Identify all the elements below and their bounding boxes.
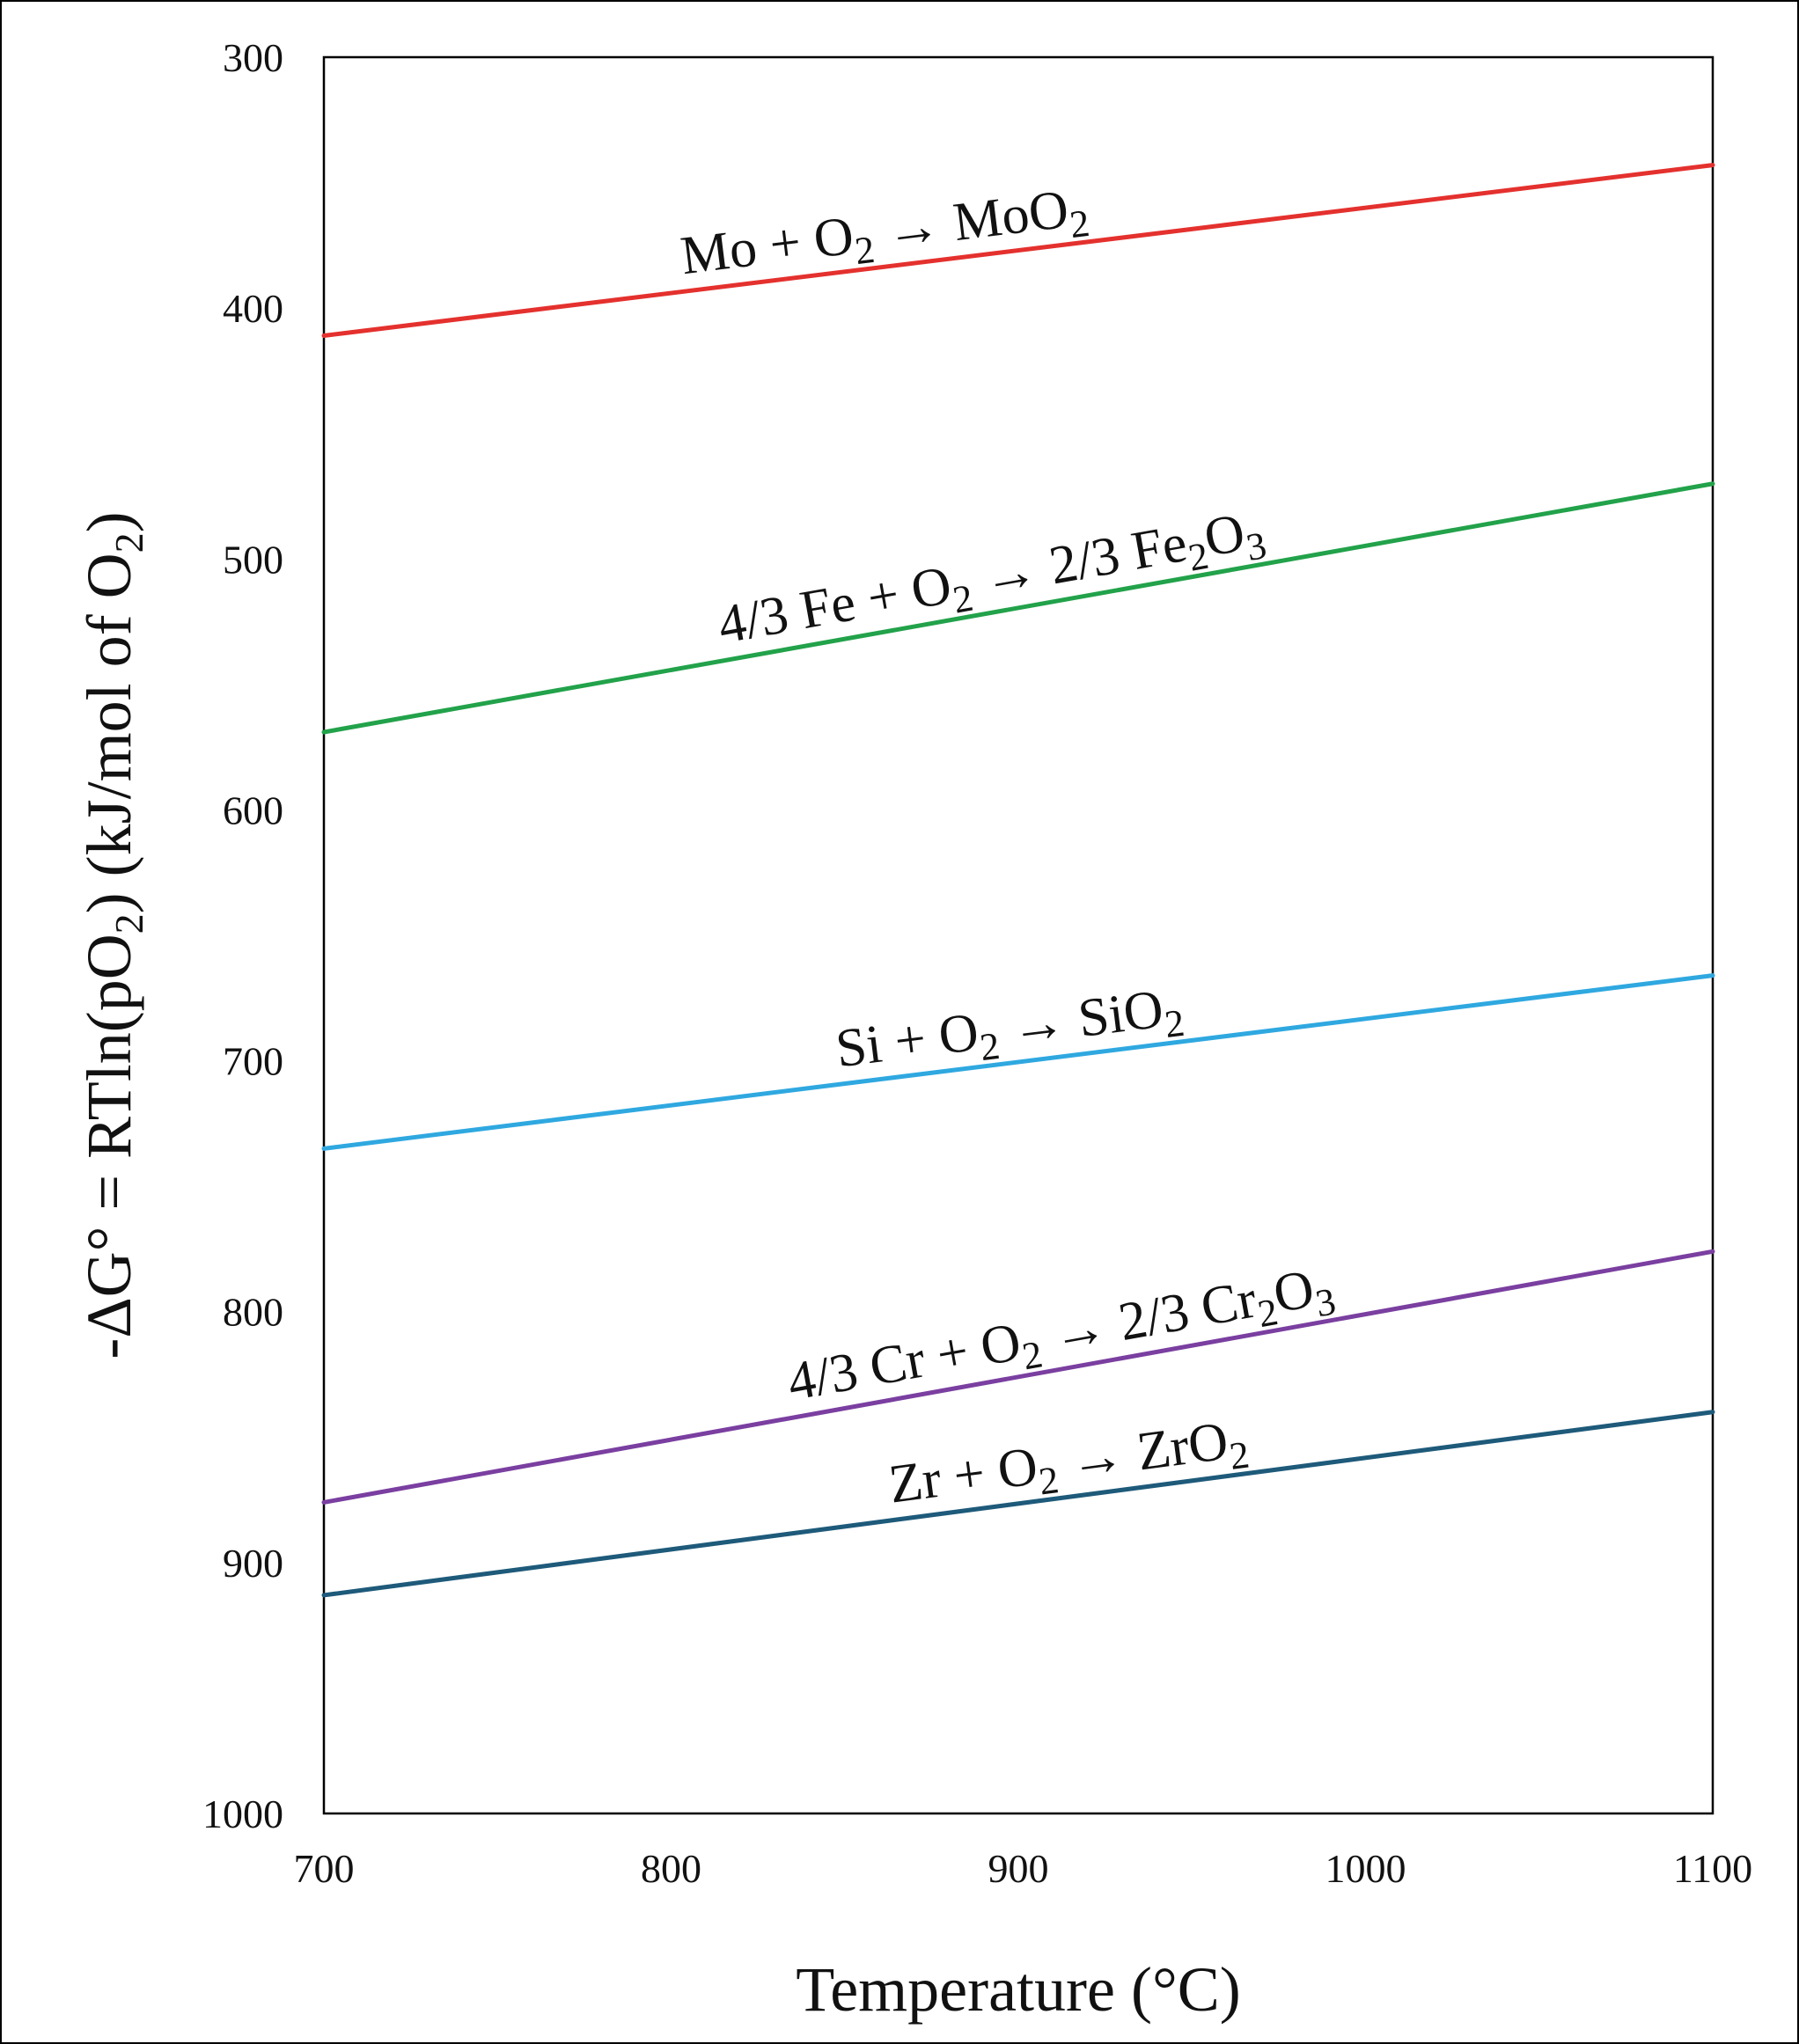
y-axis-title-post: ) <box>74 511 144 532</box>
y-tick-label: 1000 <box>202 1791 283 1836</box>
y-tick-label: 400 <box>223 286 283 331</box>
x-tick-label: 1000 <box>1325 1846 1406 1891</box>
y-tick-label: 700 <box>223 1039 283 1084</box>
y-axis-ticks: 300 400 500 600 700 800 900 1000 <box>202 35 283 1836</box>
x-tick-label: 1100 <box>1673 1846 1752 1891</box>
x-axis-title: Temperature (°C) <box>796 1954 1241 2025</box>
series-line-fe <box>321 481 1715 735</box>
y-axis-title: -ΔG° = RTln(pO2) (kJ/mol of O2) <box>74 511 151 1359</box>
y-axis-title-mid: ) (kJ/mol of O <box>74 553 144 913</box>
y-tick-label: 900 <box>223 1541 283 1586</box>
y-tick-label: 300 <box>223 35 283 80</box>
y-axis-title-sub2: 2 <box>106 532 151 553</box>
y-tick-label: 600 <box>223 788 283 832</box>
series-line-mo <box>321 163 1715 339</box>
y-tick-label: 800 <box>223 1290 283 1335</box>
series-line-zr <box>321 1410 1715 1598</box>
x-tick-label: 800 <box>641 1846 701 1891</box>
x-axis-ticks: 700 800 900 1000 1100 <box>294 1846 1753 1891</box>
series-lines <box>321 163 1715 1598</box>
x-tick-label: 700 <box>294 1846 355 1891</box>
x-tick-label: 900 <box>988 1846 1049 1891</box>
y-axis-title-pre: -ΔG° = RTln(pO <box>74 934 144 1359</box>
y-tick-label: 500 <box>223 537 283 582</box>
y-axis-title-sub: 2 <box>106 913 151 934</box>
plot-area <box>322 55 1715 1815</box>
series-line-si <box>321 973 1715 1151</box>
series-line-cr <box>321 1249 1715 1505</box>
